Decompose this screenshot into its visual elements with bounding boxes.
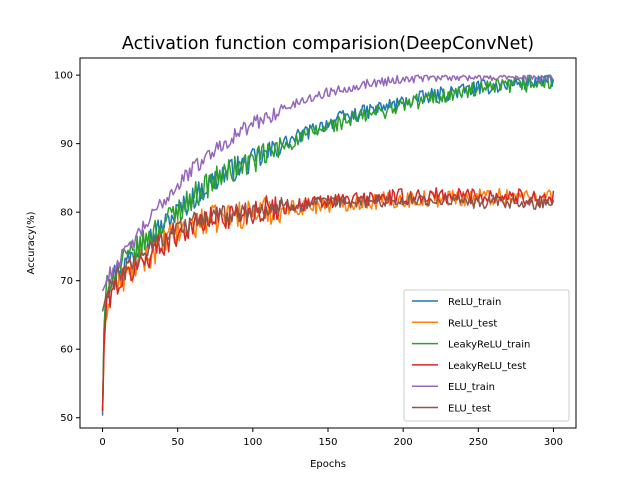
y-tick-label: 100 bbox=[54, 71, 73, 82]
y-tick-label: 90 bbox=[60, 139, 73, 150]
series-line-leakyrelu-train bbox=[101, 74, 555, 412]
x-tick-label: 150 bbox=[318, 437, 337, 448]
legend-label: ELU_test bbox=[448, 404, 491, 415]
x-axis: 0 50 100 150 200 250 300 bbox=[99, 428, 563, 448]
plot-lines bbox=[101, 74, 555, 416]
legend-label: ReLU_train bbox=[448, 297, 501, 308]
series-line-relu-train bbox=[101, 74, 555, 416]
x-axis-label: Epochs bbox=[310, 459, 346, 470]
legend: ReLU_train ReLU_test LeakyReLU_train LeakyR… bbox=[403, 289, 570, 422]
y-tick-label: 50 bbox=[60, 413, 73, 424]
x-tick-label: 100 bbox=[243, 437, 262, 448]
legend-box bbox=[403, 289, 570, 422]
x-tick-label: 250 bbox=[469, 437, 488, 448]
legend-label: ELU_train bbox=[448, 382, 495, 393]
legend-label: LeakyReLU_test bbox=[448, 361, 526, 372]
legend-label: ReLU_test bbox=[448, 318, 497, 329]
chart-title: Activation function comparision(DeepConv… bbox=[122, 34, 534, 54]
y-tick-label: 70 bbox=[60, 276, 73, 287]
x-tick-label: 200 bbox=[394, 437, 413, 448]
y-axis-label: Accuracy(%) bbox=[26, 211, 37, 274]
x-tick-label: 0 bbox=[99, 437, 105, 448]
series-line-elu-test bbox=[101, 194, 555, 312]
y-axis: 50 60 70 80 90 100 bbox=[54, 71, 80, 424]
y-tick-label: 60 bbox=[60, 345, 73, 356]
series-line-elu-train bbox=[101, 74, 555, 292]
y-tick-label: 80 bbox=[60, 208, 73, 219]
x-tick-label: 300 bbox=[544, 437, 563, 448]
legend-label: LeakyReLU_train bbox=[448, 340, 530, 351]
x-tick-label: 50 bbox=[171, 437, 184, 448]
